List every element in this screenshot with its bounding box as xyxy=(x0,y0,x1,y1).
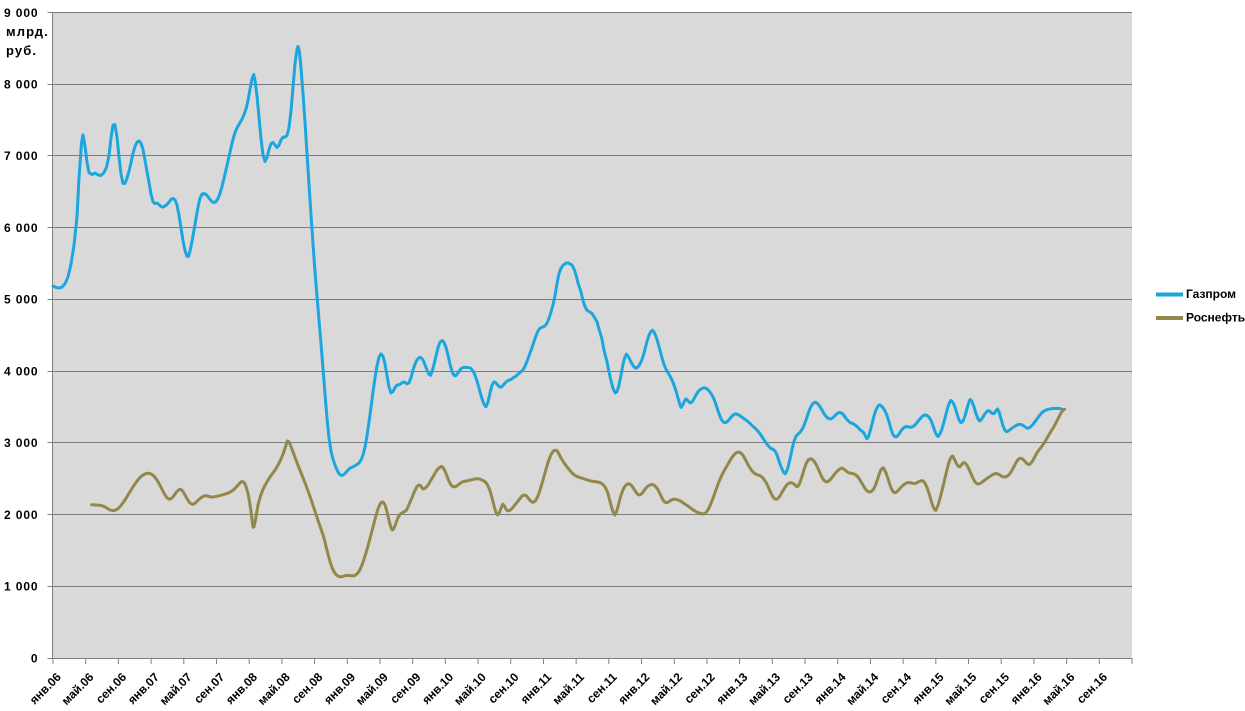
svg-text:2 000: 2 000 xyxy=(4,508,39,522)
svg-text:руб.: руб. xyxy=(6,43,37,58)
svg-text:Роснефть: Роснефть xyxy=(1186,311,1245,325)
svg-text:1 000: 1 000 xyxy=(4,580,39,594)
svg-text:4 000: 4 000 xyxy=(4,364,39,378)
svg-text:8 000: 8 000 xyxy=(4,78,39,92)
svg-text:6 000: 6 000 xyxy=(4,221,39,235)
svg-text:7 000: 7 000 xyxy=(4,149,39,163)
svg-text:5 000: 5 000 xyxy=(4,293,39,307)
svg-text:3 000: 3 000 xyxy=(4,436,39,450)
svg-text:9 000: 9 000 xyxy=(4,6,39,20)
svg-text:млрд.: млрд. xyxy=(6,24,49,39)
svg-text:0: 0 xyxy=(31,651,39,665)
svg-text:Газпром: Газпром xyxy=(1186,287,1236,301)
